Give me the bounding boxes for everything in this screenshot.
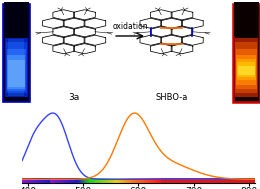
Bar [237,59,256,81]
Bar [8,60,25,87]
Bar [4,2,29,36]
Bar [235,42,257,93]
Bar [236,55,256,85]
Text: oxidation: oxidation [112,22,148,31]
Bar [5,38,28,97]
Text: SHBO-a: SHBO-a [155,93,188,102]
Bar [238,66,255,75]
Bar [237,62,255,77]
Bar [234,2,259,36]
Bar [6,42,27,93]
Bar [235,38,258,97]
Bar [3,4,30,102]
Bar [7,55,25,89]
Bar [233,4,260,102]
Text: 3a: 3a [68,93,80,102]
Bar [8,39,24,96]
Bar [6,49,26,91]
Bar [236,49,257,89]
